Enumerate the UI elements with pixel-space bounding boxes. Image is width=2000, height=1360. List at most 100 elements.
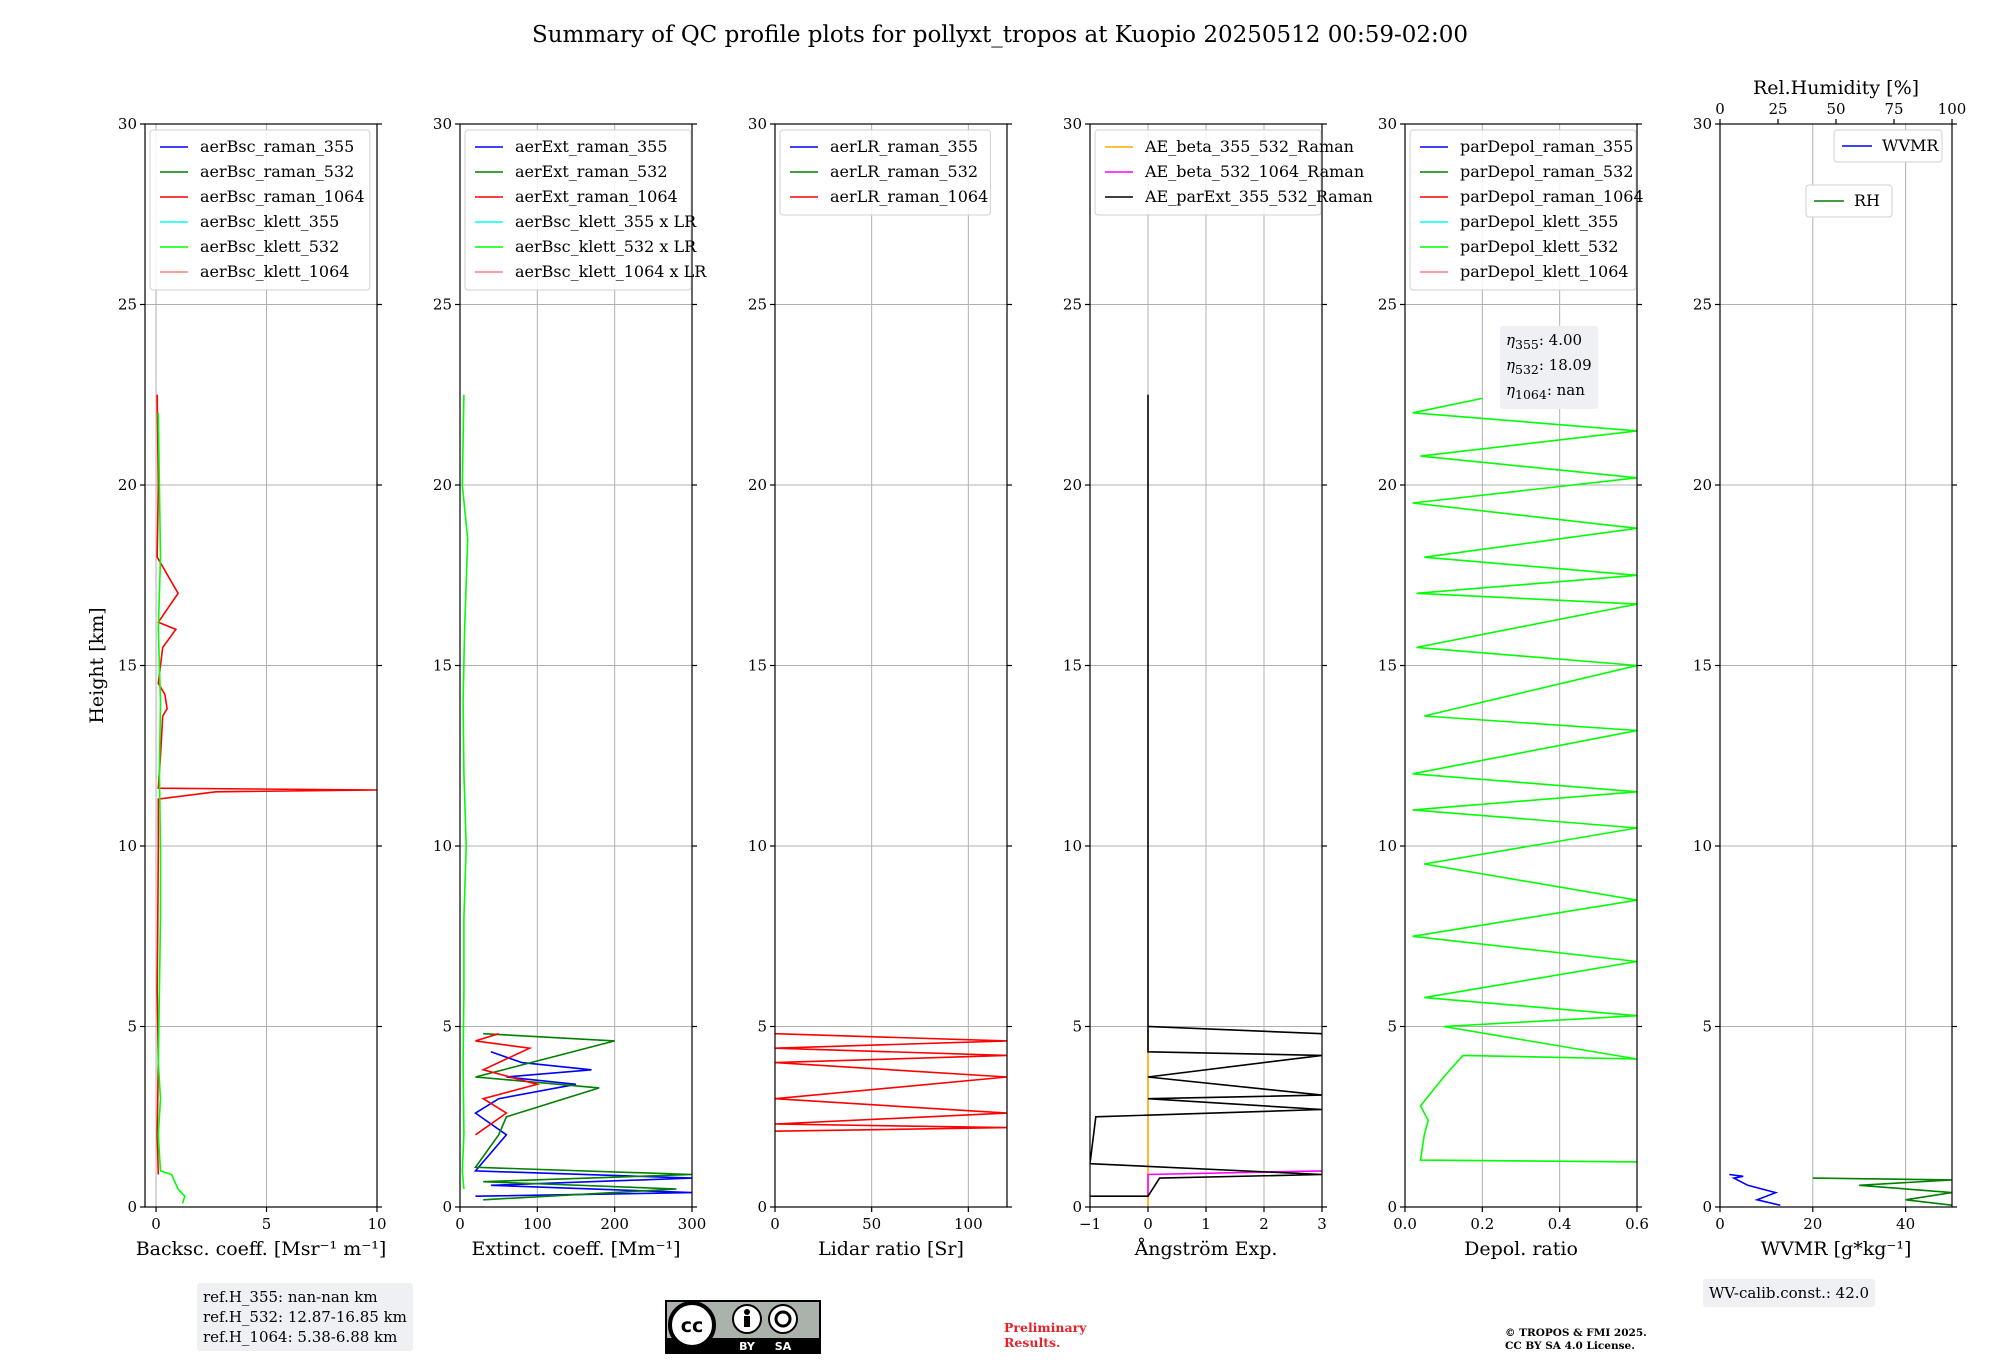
subplot-1: 0 5 10 15 20 25 30 0 5 10 Backsc. coeff. [Msr⁻¹ m⁻… (86, 115, 387, 1260)
legend-label: AE_parExt_355_532_Raman (1144, 187, 1373, 206)
y-tick-label: 15 (433, 657, 452, 675)
legend-box (1409, 129, 1637, 291)
legend-label: RH (1854, 191, 1880, 210)
reference-height-box: ref.H_355: nan-nan km ref.H_532: 12.87-1… (197, 1283, 413, 1351)
x-tick-label: 100 (523, 1215, 552, 1233)
figure-title: Summary of QC profile plots for pollyxt_… (531, 22, 1469, 48)
legend-label: aerExt_raman_532 (515, 162, 668, 181)
y-tick-label: 10 (118, 837, 137, 855)
y-tick-label: 20 (1063, 476, 1082, 494)
series-line (473, 1051, 692, 1197)
x-tick-label: 50 (862, 1215, 881, 1233)
legend-box (149, 129, 371, 291)
legend-label: WVMR (1882, 136, 1939, 155)
series-line (156, 394, 377, 1175)
wv-calib-box: WV-calib.const.: 42.0 (1703, 1279, 1876, 1307)
y-tick-label: 20 (433, 476, 452, 494)
x-tick-label: 5 (262, 1215, 272, 1233)
cc-license-logo: cc BY SA (665, 1300, 821, 1354)
series-line (1729, 1173, 1781, 1206)
legend-label: AE_beta_532_1064_Raman (1144, 162, 1364, 181)
legend-label: aerBsc_klett_532 x LR (515, 237, 697, 256)
y-tick-label: 10 (1693, 837, 1712, 855)
wv-calib-text: WV-calib.const.: 42.0 (1709, 1284, 1870, 1302)
x-tick-label: 20 (1803, 1215, 1822, 1233)
eta-532: η532: 18.09 (1506, 356, 1592, 377)
series-line (461, 394, 469, 1190)
sa-label: SA (775, 1340, 792, 1353)
cc-icon-text: cc (681, 1315, 704, 1337)
ref-height-355: ref.H_355: nan-nan km (203, 1288, 378, 1306)
x-tick-label: 0 (1143, 1215, 1153, 1233)
legend-label: parDepol_raman_532 (1460, 162, 1633, 181)
x-axis-label: Lidar ratio [Sr] (818, 1238, 964, 1260)
x-axis-label: Ångström Exp. (1134, 1238, 1278, 1260)
y-tick-label: 25 (1378, 296, 1397, 314)
series-line (1090, 394, 1322, 1197)
legend-label: aerBsc_raman_1064 (200, 187, 365, 206)
y-tick-label: 5 (1387, 1018, 1397, 1036)
y-tick-label: 15 (1063, 657, 1082, 675)
y-tick-label: 0 (127, 1198, 137, 1216)
y-tick-label: 20 (118, 476, 137, 494)
y-tick-label: 0 (1702, 1198, 1712, 1216)
x-tick-label: −1 (1079, 1215, 1101, 1233)
legend-label: parDepol_raman_355 (1460, 137, 1633, 156)
y-tick-label: 25 (118, 296, 137, 314)
y-tick-label: 10 (1378, 837, 1397, 855)
y-tick-label: 0 (442, 1198, 452, 1216)
y-tick-label: 30 (1378, 115, 1397, 133)
y-tick-label: 25 (1693, 296, 1712, 314)
x-tick-label: 1 (1201, 1215, 1211, 1233)
legend-label: aerBsc_klett_355 x LR (515, 212, 697, 231)
y-tick-label: 5 (1072, 1018, 1082, 1036)
x-tick-label: 10 (367, 1215, 386, 1233)
x-tick-label: 0.4 (1548, 1215, 1572, 1233)
by-label: BY (739, 1340, 756, 1353)
eta-box: η355: 4.00 η532: 18.09 η1064: nan (1500, 326, 1598, 409)
y-tick-label: 0 (757, 1198, 767, 1216)
x-tick-label: 200 (600, 1215, 629, 1233)
legend-box (1805, 184, 1893, 218)
y-tick-label: 30 (433, 115, 452, 133)
x2-tick-label: 0 (1715, 100, 1725, 118)
legend-box (1833, 129, 1943, 163)
y-tick-label: 30 (1693, 115, 1712, 133)
series-line (775, 1032, 1007, 1132)
legend-label: aerLR_raman_532 (830, 162, 978, 181)
ref-height-532: ref.H_532: 12.87-16.85 km (203, 1308, 407, 1326)
x-tick-label: 40 (1896, 1215, 1915, 1233)
series-line (157, 412, 186, 1204)
copyright-note: © TROPOS & FMI 2025. CC BY SA 4.0 Licens… (1505, 1327, 1647, 1353)
legend-label: aerBsc_raman_355 (200, 137, 354, 156)
x-tick-label: 0.0 (1393, 1215, 1417, 1233)
y-tick-label: 15 (118, 657, 137, 675)
y-tick-label: 15 (1378, 657, 1397, 675)
x-tick-label: 0 (151, 1215, 161, 1233)
x2-tick-label: 50 (1826, 100, 1845, 118)
legend-label: aerLR_raman_1064 (830, 187, 988, 206)
x-tick-label: 2 (1259, 1215, 1269, 1233)
x-axis-label: Backsc. coeff. [Msr⁻¹ m⁻¹] (136, 1238, 387, 1260)
legend-label: parDepol_klett_532 (1460, 237, 1618, 256)
legend-label: parDepol_raman_1064 (1460, 187, 1644, 206)
y-tick-label: 5 (1702, 1018, 1712, 1036)
sa-icon (768, 1304, 798, 1334)
y-tick-label: 25 (433, 296, 452, 314)
y-tick-label: 20 (1693, 476, 1712, 494)
series-line (475, 1032, 541, 1136)
y-tick-label: 30 (1063, 115, 1082, 133)
y-axis-label: Height [km] (86, 607, 108, 723)
y-tick-label: 0 (1387, 1198, 1397, 1216)
y-tick-label: 25 (1063, 296, 1082, 314)
x2-tick-label: 25 (1768, 100, 1787, 118)
legend-box (1094, 129, 1322, 216)
y-tick-label: 10 (433, 837, 452, 855)
y-tick-label: 20 (748, 476, 767, 494)
x2-tick-label: 75 (1884, 100, 1903, 118)
copyright-line-1: © TROPOS & FMI 2025. (1505, 1327, 1647, 1339)
